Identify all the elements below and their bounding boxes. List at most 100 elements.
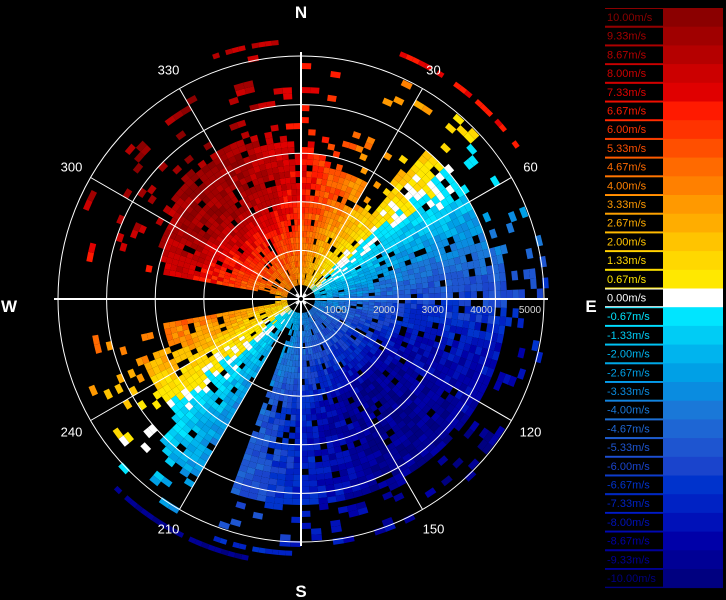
velocity-echo-bin [191,424,202,434]
velocity-echo-bin [373,362,381,370]
velocity-echo-bin [268,218,274,226]
velocity-echo-bin [356,228,364,236]
velocity-echo-bin [362,293,369,297]
velocity-echo-bin [326,296,333,298]
velocity-echo-bin [230,273,238,279]
velocity-echo-bin [358,273,365,278]
velocity-echo-bin [385,476,397,486]
velocity-echo-bin [313,371,319,378]
velocity-echo-bin [422,395,432,405]
velocity-echo-bin [332,351,338,358]
velocity-echo-bin [186,318,194,325]
velocity-echo-bin [244,86,256,95]
velocity-echo-bin [235,240,242,248]
velocity-echo-bin [348,279,355,284]
velocity-echo-bin [403,182,413,192]
velocity-echo-bin [310,335,315,342]
velocity-echo-bin [230,518,242,527]
velocity-echo-bin [322,197,328,205]
velocity-echo-bin [347,409,356,418]
velocity-echo-bin [293,384,298,391]
velocity-echo-bin [274,313,281,319]
velocity-echo-bin [345,461,354,469]
velocity-echo-bin [344,219,351,227]
velocity-echo-bin [201,328,209,335]
velocity-echo-bin [198,182,208,192]
velocity-echo-bin [355,308,363,313]
velocity-echo-bin [316,473,325,481]
velocity-echo-bin [346,355,353,363]
velocity-echo-bin [428,431,439,442]
velocity-echo-bin [140,508,149,517]
velocity-echo-bin [314,401,321,409]
velocity-echo-bin [283,498,293,505]
velocity-echo-bin [426,251,435,259]
velocity-echo-bin [169,527,178,535]
velocity-echo-bin [296,201,301,208]
velocity-echo-bin [328,168,336,176]
velocity-echo-bin [218,205,227,214]
velocity-echo-bin [292,330,296,337]
velocity-echo-bin [224,403,233,412]
velocity-echo-bin [212,220,220,229]
velocity-echo-bin [198,241,206,249]
velocity-echo-bin [230,354,238,362]
velocity-echo-bin [295,360,299,367]
center-dot [298,296,304,302]
velocity-echo-bin [224,321,232,327]
velocity-echo-bin [192,275,200,281]
velocity-echo-bin [398,261,406,268]
legend-label-backing [605,495,663,512]
velocity-echo-bin [326,223,332,231]
velocity-echo-bin [326,211,333,219]
legend-label-backing [605,83,663,101]
velocity-echo-bin [377,224,386,233]
velocity-echo-bin [316,273,322,280]
velocity-echo-bin [250,480,261,489]
velocity-echo-bin [130,229,139,239]
velocity-echo-bin [464,291,471,299]
velocity-echo-bin [226,252,234,259]
velocity-echo-bin [458,299,465,307]
velocity-echo-bin [322,248,327,255]
velocity-echo-bin [277,166,285,173]
velocity-echo-bin [272,284,278,288]
velocity-echo-bin [419,447,430,458]
velocity-echo-bin [350,257,357,264]
velocity-echo-bin [403,406,413,416]
velocity-echo-bin [336,312,343,316]
velocity-echo-bin [301,474,309,481]
velocity-echo-bin [318,431,326,438]
velocity-echo-bin [410,308,417,315]
velocity-echo-bin [303,330,306,337]
velocity-echo-bin [116,214,126,225]
velocity-echo-bin [366,351,374,359]
velocity-echo-bin [464,396,475,407]
velocity-echo-bin [306,366,311,373]
velocity-echo-bin [329,346,335,353]
velocity-echo-bin [397,168,407,178]
velocity-echo-bin [253,240,260,247]
velocity-echo-bin [313,304,320,309]
velocity-echo-bin [279,534,291,541]
velocity-echo-bin [314,334,318,341]
velocity-echo-bin [203,332,211,339]
velocity-echo-bin [288,390,293,397]
velocity-echo-bin [355,311,362,315]
velocity-echo-bin [315,226,321,234]
velocity-echo-bin [342,342,350,350]
velocity-echo-bin [218,358,226,366]
velocity-echo-bin [243,196,251,204]
velocity-echo-bin [336,282,343,286]
velocity-echo-bin [320,184,327,192]
velocity-echo-bin [317,239,323,247]
velocity-echo-bin [270,250,276,257]
velocity-echo-bin [382,220,390,229]
velocity-echo-bin [371,274,379,280]
velocity-echo-bin [305,312,308,319]
velocity-echo-bin [273,381,279,388]
velocity-echo-bin [371,372,379,381]
legend-label-backing [605,233,663,251]
velocity-echo-bin [270,274,277,280]
velocity-echo-bin [207,216,216,225]
